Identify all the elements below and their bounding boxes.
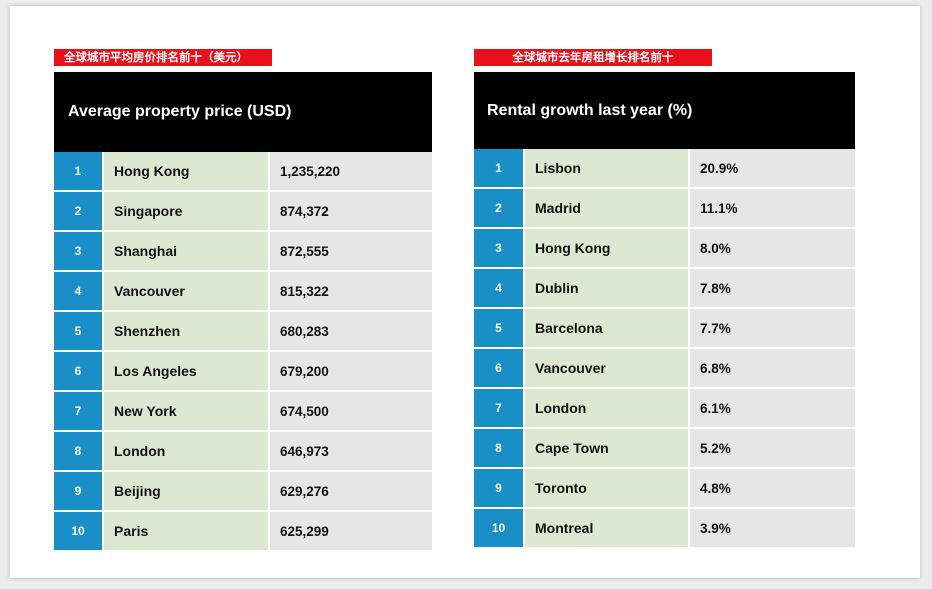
city-cell: Barcelona bbox=[524, 308, 690, 349]
rank-cell: 5 bbox=[54, 311, 104, 352]
table-row: 5 Barcelona 7.7% bbox=[474, 308, 855, 349]
city-cell: Beijing bbox=[103, 471, 270, 512]
city-cell: Vancouver bbox=[524, 348, 690, 389]
rank-cell: 4 bbox=[474, 268, 525, 309]
table-row: 6 Los Angeles 679,200 bbox=[54, 351, 432, 392]
city-cell: Dublin bbox=[524, 268, 690, 309]
table-row: 8 London 646,973 bbox=[54, 431, 432, 472]
value-cell: 646,973 bbox=[269, 431, 432, 472]
table-row: 10 Montreal 3.9% bbox=[474, 508, 855, 549]
rank-cell: 6 bbox=[54, 351, 104, 392]
value-cell: 1,235,220 bbox=[269, 152, 432, 192]
value-cell: 7.7% bbox=[689, 308, 855, 349]
value-cell: 7.8% bbox=[689, 268, 855, 309]
city-cell: Hong Kong bbox=[103, 152, 270, 192]
value-cell: 874,372 bbox=[269, 191, 432, 232]
value-cell: 872,555 bbox=[269, 231, 432, 272]
infographic-card: 全球城市平均房价排名前十（美元） Average property price … bbox=[10, 6, 920, 578]
rental-growth-tag: 全球城市去年房租增长排名前十 bbox=[474, 49, 712, 66]
city-cell: Shanghai bbox=[103, 231, 270, 272]
table-row: 1 Hong Kong 1,235,220 bbox=[54, 152, 432, 192]
table-row: 9 Toronto 4.8% bbox=[474, 468, 855, 509]
city-cell: London bbox=[103, 431, 270, 472]
table-row: 5 Shenzhen 680,283 bbox=[54, 311, 432, 352]
value-cell: 679,200 bbox=[269, 351, 432, 392]
table-row: 9 Beijing 629,276 bbox=[54, 471, 432, 512]
table-row: 3 Shanghai 872,555 bbox=[54, 231, 432, 272]
table-row: 2 Madrid 11.1% bbox=[474, 188, 855, 229]
rank-cell: 1 bbox=[474, 149, 525, 189]
value-cell: 629,276 bbox=[269, 471, 432, 512]
rank-cell: 5 bbox=[474, 308, 525, 349]
rank-cell: 8 bbox=[474, 428, 525, 469]
rank-cell: 4 bbox=[54, 271, 104, 312]
city-cell: Montreal bbox=[524, 508, 690, 549]
table-row: 6 Vancouver 6.8% bbox=[474, 348, 855, 389]
rank-cell: 7 bbox=[54, 391, 104, 432]
table-row: 4 Vancouver 815,322 bbox=[54, 271, 432, 312]
property-price-title: Average property price (USD) bbox=[54, 72, 432, 152]
city-cell: Vancouver bbox=[103, 271, 270, 312]
property-price-table: 1 Hong Kong 1,235,220 2 Singapore 874,372 3 Sha… bbox=[54, 152, 432, 552]
value-cell: 6.8% bbox=[689, 348, 855, 389]
rank-cell: 3 bbox=[54, 231, 104, 272]
table-row: 10 Paris 625,299 bbox=[54, 511, 432, 552]
value-cell: 5.2% bbox=[689, 428, 855, 469]
rank-cell: 3 bbox=[474, 228, 525, 269]
table-row: 4 Dublin 7.8% bbox=[474, 268, 855, 309]
table-row: 7 London 6.1% bbox=[474, 388, 855, 429]
value-cell: 625,299 bbox=[269, 511, 432, 552]
rank-cell: 7 bbox=[474, 388, 525, 429]
city-cell: Madrid bbox=[524, 188, 690, 229]
city-cell: Lisbon bbox=[524, 149, 690, 189]
rank-cell: 2 bbox=[54, 191, 104, 232]
city-cell: London bbox=[524, 388, 690, 429]
value-cell: 8.0% bbox=[689, 228, 855, 269]
rental-growth-table: 1 Lisbon 20.9% 2 Madrid 11.1% 3 Hong Kong 8.0% 4 D… bbox=[474, 149, 855, 549]
value-cell: 6.1% bbox=[689, 388, 855, 429]
value-cell: 4.8% bbox=[689, 468, 855, 509]
city-cell: Hong Kong bbox=[524, 228, 690, 269]
city-cell: Los Angeles bbox=[103, 351, 270, 392]
value-cell: 3.9% bbox=[689, 508, 855, 549]
table-row: 8 Cape Town 5.2% bbox=[474, 428, 855, 469]
rank-cell: 8 bbox=[54, 431, 104, 472]
table-row: 1 Lisbon 20.9% bbox=[474, 149, 855, 189]
value-cell: 815,322 bbox=[269, 271, 432, 312]
property-price-tag: 全球城市平均房价排名前十（美元） bbox=[54, 49, 272, 66]
table-row: 3 Hong Kong 8.0% bbox=[474, 228, 855, 269]
value-cell: 680,283 bbox=[269, 311, 432, 352]
rank-cell: 9 bbox=[474, 468, 525, 509]
value-cell: 11.1% bbox=[689, 188, 855, 229]
city-cell: Cape Town bbox=[524, 428, 690, 469]
table-row: 7 New York 674,500 bbox=[54, 391, 432, 432]
rank-cell: 2 bbox=[474, 188, 525, 229]
value-cell: 20.9% bbox=[689, 149, 855, 189]
rank-cell: 9 bbox=[54, 471, 104, 512]
city-cell: Paris bbox=[103, 511, 270, 552]
city-cell: Toronto bbox=[524, 468, 690, 509]
rank-cell: 6 bbox=[474, 348, 525, 389]
rental-growth-title: Rental growth last year (%) bbox=[474, 72, 855, 149]
table-row: 2 Singapore 874,372 bbox=[54, 191, 432, 232]
property-price-panel: 全球城市平均房价排名前十（美元） Average property price … bbox=[54, 48, 432, 552]
city-cell: New York bbox=[103, 391, 270, 432]
rank-cell: 1 bbox=[54, 152, 104, 192]
city-cell: Shenzhen bbox=[103, 311, 270, 352]
value-cell: 674,500 bbox=[269, 391, 432, 432]
rental-growth-panel: 全球城市去年房租增长排名前十 Rental growth last year (… bbox=[474, 48, 855, 549]
rank-cell: 10 bbox=[54, 511, 104, 552]
city-cell: Singapore bbox=[103, 191, 270, 232]
rank-cell: 10 bbox=[474, 508, 525, 549]
